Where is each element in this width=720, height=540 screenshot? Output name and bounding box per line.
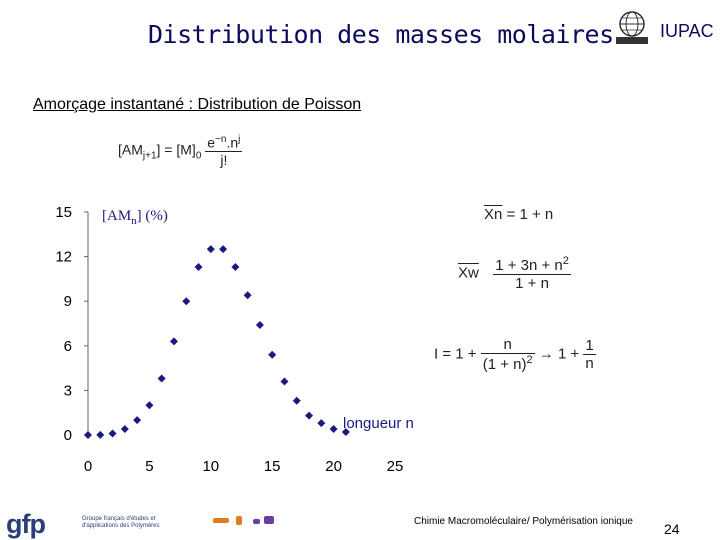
y-tick-label: 15	[55, 204, 72, 221]
xw-den: 1 + n	[515, 275, 549, 292]
y-tick-label: 3	[64, 382, 72, 399]
data-point	[305, 411, 314, 420]
x-tick-label: 10	[202, 458, 219, 475]
iupac-label: IUPAC	[660, 21, 714, 41]
data-point	[317, 419, 326, 428]
data-point	[120, 425, 129, 434]
xw-fraction: 1 + 3n + n2 1 + n	[493, 255, 571, 292]
data-point	[255, 320, 264, 329]
xn-rhs: = 1 + n	[506, 206, 554, 223]
data-point	[206, 245, 215, 254]
x-tick-label: 5	[145, 458, 153, 475]
i-arrow: → 1 +	[538, 345, 580, 363]
data-point	[219, 245, 228, 254]
data-point	[96, 430, 105, 439]
page-number: 24	[664, 521, 680, 537]
y-tick-label: 6	[64, 338, 72, 355]
decorative-dash-4	[264, 516, 274, 524]
data-point	[268, 350, 277, 359]
data-point	[231, 263, 240, 272]
page-title: Distribution des masses molaires	[148, 20, 614, 49]
poisson-fraction: e−n.nj j!	[205, 134, 243, 168]
x-tick-label: 15	[264, 458, 281, 475]
frac-den: j!	[220, 151, 228, 168]
course-label: Chimie Macromoléculaire/ Polymérisation …	[414, 516, 633, 527]
formula-lhs-sub: j+1	[142, 150, 157, 162]
poisson-formula: [AMj+1] = [M]0 e−n.nj j!	[118, 134, 243, 168]
i-fraction: n (1 + n)2	[480, 336, 535, 373]
xw-num-sup: 2	[562, 255, 569, 267]
i-den2: n	[585, 355, 594, 372]
formula-mid: ] = [M]	[156, 141, 196, 158]
decorative-dash-1	[213, 518, 229, 523]
xw-formula: Xw 1 + 3n + n2 1 + n	[458, 255, 571, 292]
iupac-logo-icon	[616, 11, 648, 44]
xw-lhs: Xw	[458, 264, 479, 282]
frac-num-sup: −n	[215, 134, 227, 145]
y-tick-label: 9	[64, 293, 72, 310]
i-formula: I = 1 + n (1 + n)2 → 1 + 1 n	[434, 336, 596, 373]
y-tick-label: 0	[64, 427, 72, 444]
data-point	[341, 428, 350, 437]
data-point	[243, 291, 252, 300]
data-point	[169, 337, 178, 346]
i-num: n	[480, 336, 535, 354]
data-point	[133, 416, 142, 425]
x-tick-label: 20	[325, 458, 342, 475]
data-point	[329, 425, 338, 434]
i-num2: 1	[583, 337, 596, 355]
frac-num-rest: .n	[226, 134, 239, 151]
x-tick-label: 0	[84, 458, 92, 475]
poisson-scatter-chart: 0 3 6 9 12 15 0 5 10 15 20 25 [AMn] (%) longueur n	[55, 204, 414, 475]
i-den: (1 + n)	[482, 356, 527, 373]
i-fraction-2: 1 n	[583, 337, 596, 372]
i-lhs: I = 1 +	[434, 345, 477, 363]
i-den-sup: 2	[526, 354, 533, 366]
section-subtitle: Amorçage instantané : Distribution de Po…	[33, 96, 362, 113]
data-point	[280, 377, 289, 386]
gfp-logo: gfp	[6, 509, 46, 539]
data-point	[157, 374, 166, 383]
frac-num: e	[207, 134, 216, 151]
data-point	[292, 396, 301, 405]
data-point	[108, 429, 117, 438]
y-axis-label: [AMn] (%)	[102, 208, 168, 227]
decorative-dash-2	[236, 516, 242, 525]
x-axis-label: longueur n	[343, 415, 414, 432]
xn-formula: Xn = 1 + n	[484, 206, 553, 223]
gfp-logo-subtitle: Groupe français d'études et d'applicatio…	[82, 516, 160, 529]
formula-mid-sub: 0	[195, 150, 202, 162]
y-tick-label: 12	[55, 249, 72, 266]
data-point	[84, 431, 92, 439]
x-tick-label: 25	[387, 458, 404, 475]
data-point	[194, 263, 203, 272]
xn-lhs: Xn	[484, 206, 503, 223]
xw-num: 1 + 3n + n	[495, 257, 563, 274]
frac-num-sup2: j	[238, 134, 241, 145]
data-point	[145, 401, 154, 410]
decorative-dash-3	[253, 519, 260, 524]
data-point	[182, 297, 191, 306]
formula-lhs: [AM	[118, 141, 143, 158]
